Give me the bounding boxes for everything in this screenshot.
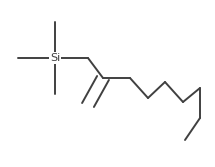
Text: Si: Si bbox=[50, 53, 60, 63]
